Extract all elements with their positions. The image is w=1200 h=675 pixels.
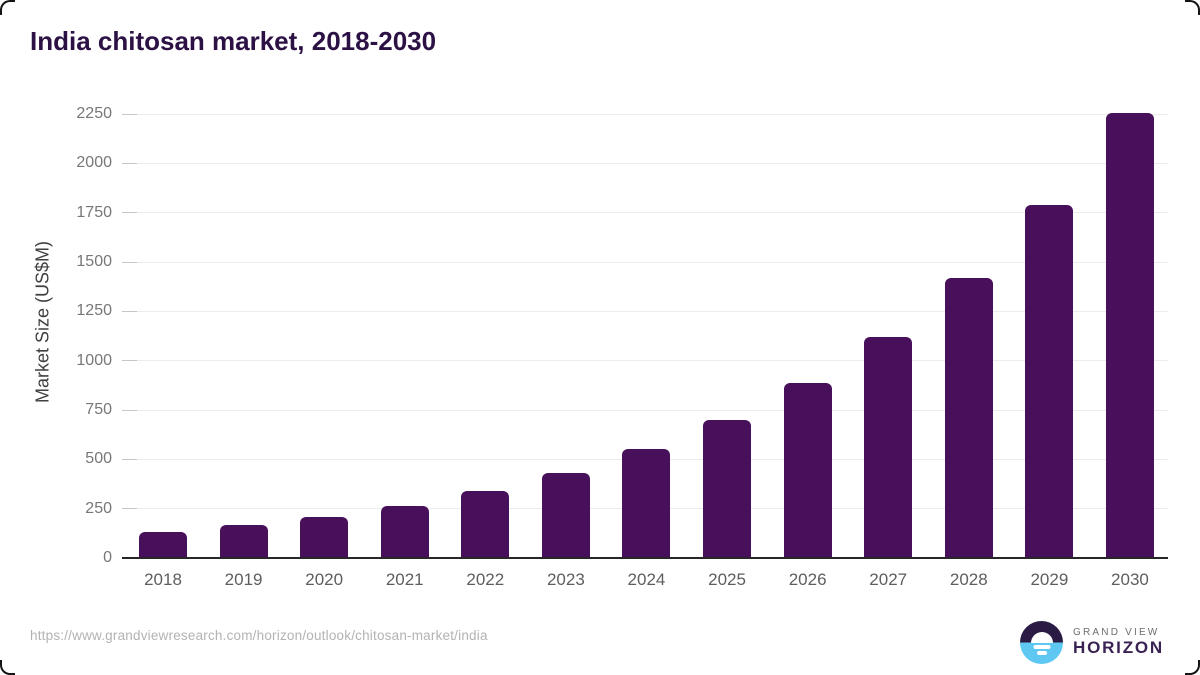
gridline — [122, 162, 1168, 164]
chart-bar-2021 — [380, 505, 429, 558]
logo-horizon-label: HORIZON — [1073, 638, 1164, 658]
y-axis-tick — [122, 162, 137, 164]
chart-bar-2027 — [864, 336, 913, 558]
chart-bar-2022 — [461, 490, 510, 558]
x-tick-label: 2021 — [385, 570, 424, 589]
y-tick-label: 500 — [85, 450, 112, 468]
gridline — [122, 113, 1168, 115]
logo-text: GRAND VIEW HORIZON — [1073, 627, 1164, 658]
chart-bar-2028 — [944, 277, 993, 558]
y-axis-tick — [122, 212, 137, 214]
x-tick-label: 2020 — [305, 570, 344, 589]
sun-icon — [1030, 631, 1053, 643]
chart-bar-2019 — [219, 525, 268, 558]
gridline — [122, 261, 1168, 263]
x-tick-label: 2026 — [788, 570, 827, 589]
y-axis-tick — [122, 261, 137, 263]
x-tick-label: 2028 — [949, 570, 988, 589]
gvr-horizon-logo: GRAND VIEW HORIZON — [1020, 621, 1164, 664]
y-axis-tick — [122, 360, 137, 362]
chart-bar-2018 — [139, 532, 187, 558]
y-tick-label: 1750 — [76, 203, 112, 221]
y-tick-label: 2250 — [76, 105, 112, 122]
chart-bar-2029 — [1025, 204, 1074, 558]
gridline — [122, 310, 1168, 312]
chart-title: India chitosan market, 2018-2030 — [30, 26, 437, 56]
x-tick-label: 2022 — [466, 570, 505, 589]
chart-bar-2023 — [541, 473, 590, 558]
gridline — [122, 409, 1168, 411]
y-axis-tick — [122, 508, 137, 510]
x-tick-label: 2025 — [708, 570, 746, 589]
gridline — [122, 212, 1168, 214]
y-tick-label: 2000 — [76, 154, 112, 172]
chart-bar-2026 — [783, 383, 832, 558]
y-tick-label: 0 — [103, 549, 112, 566]
x-tick-label: 2030 — [1111, 570, 1149, 589]
source-url: https://www.grandviewresearch.com/horizo… — [30, 628, 488, 643]
sun-reflection-line — [1033, 645, 1050, 649]
x-axis-line — [122, 557, 1168, 559]
sun-reflection-line — [1036, 651, 1047, 655]
y-axis-tick — [122, 458, 137, 460]
y-tick-label: 1000 — [76, 351, 112, 369]
y-tick-label: 750 — [85, 401, 112, 418]
y-axis-tick — [122, 409, 137, 411]
x-tick-label: 2018 — [144, 570, 182, 589]
chart-bar-2025 — [703, 419, 752, 558]
chart-bar-2020 — [300, 516, 349, 558]
gridline — [122, 360, 1168, 362]
x-tick-label: 2019 — [224, 570, 263, 589]
x-tick-label: 2027 — [869, 570, 908, 589]
y-axis-tick — [122, 310, 137, 312]
y-tick-label: 1500 — [76, 253, 112, 270]
chart-bar-2024 — [622, 449, 671, 558]
horizon-sunset-icon — [1020, 621, 1063, 664]
x-tick-label: 2029 — [1030, 570, 1069, 589]
chart-bar-2030 — [1105, 113, 1154, 558]
y-tick-label: 1250 — [76, 302, 112, 320]
x-tick-label: 2023 — [546, 570, 585, 589]
y-tick-label: 250 — [85, 499, 112, 517]
y-axis-tick — [122, 113, 137, 115]
logo-grand-view-label: GRAND VIEW — [1073, 626, 1160, 638]
x-tick-label: 2024 — [627, 570, 666, 589]
